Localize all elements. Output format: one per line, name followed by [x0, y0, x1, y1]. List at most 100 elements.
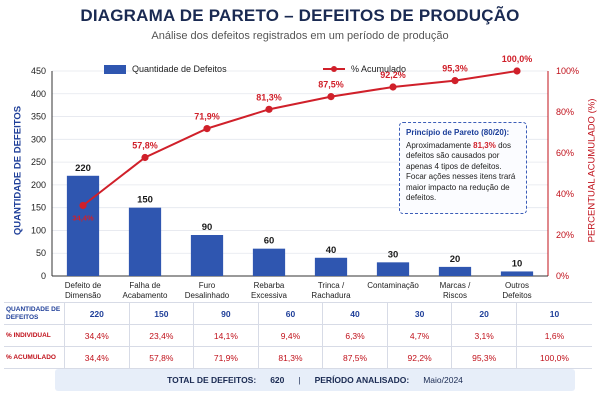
data-table: QUANTIDADE DE DEFEITOS 220 150 90 60 40 …	[4, 302, 592, 369]
cumulative-value-label: 71,9%	[194, 112, 220, 122]
y-tick-label-left: 100	[31, 225, 46, 235]
cumulative-point	[389, 83, 397, 91]
table-row-label: % INDIVIDUAL	[4, 324, 65, 347]
table-cell: 34,4%	[64, 324, 130, 347]
legend-bar-swatch	[104, 64, 126, 74]
chart-subtitle: Análise dos defeitos registrados em um p…	[151, 30, 449, 42]
footer-separator: |	[298, 375, 301, 385]
info-box-title: Princípio de Pareto (80/20):	[406, 128, 510, 137]
table-cell: 71,9%	[193, 346, 259, 369]
pareto-chart: 0 50 100 150 200 250 300 350 400 450 0% 20% 40% 60% 80…	[31, 54, 579, 300]
total-value: 620	[270, 375, 285, 385]
bar-value-label: 60	[264, 236, 275, 247]
table-cell: 40	[322, 302, 388, 325]
y-tick-label-left: 300	[31, 134, 46, 144]
bar-value-label: 90	[202, 222, 213, 233]
legend-line-swatch	[323, 64, 345, 74]
table-row-cumulative: % ACUMULADO 34,4% 57,8% 71,9% 81,3% 87,5…	[4, 346, 592, 369]
bar	[66, 175, 100, 276]
y-tick-label-right: 80%	[556, 107, 574, 117]
bar-value-label: 30	[388, 249, 399, 260]
table-cell: 6,3%	[322, 324, 388, 347]
table-cell: 87,5%	[322, 346, 388, 369]
cumulative-point	[141, 153, 149, 162]
y-tick-label-right: 40%	[556, 189, 574, 199]
cumulative-value-label: 34,4%	[72, 213, 94, 222]
period-value: Maio/2024	[423, 375, 463, 385]
cumulative-value-label: 57,8%	[132, 141, 158, 151]
x-tick-label: Defeitos	[502, 291, 531, 300]
info-box-text: Aproximadamente 81,3% dos defeitos são c…	[406, 140, 516, 203]
y-tick-label-right: 0%	[556, 271, 569, 281]
y-tick-label-left: 50	[36, 248, 46, 258]
y-axis-left-label: QUANTIDADE DE DEFEITOS	[12, 105, 24, 236]
bar-value-label: 40	[326, 245, 337, 256]
x-tick-label: Riscos	[443, 291, 467, 300]
bar	[500, 271, 534, 276]
x-tick-label: Acabamento	[123, 291, 168, 300]
x-tick-label: Excessiva	[251, 291, 288, 300]
table-cell: 90	[193, 302, 259, 325]
cumulative-line	[82, 70, 518, 207]
x-tick-label: Contaminação	[367, 281, 419, 290]
chart-title: DIAGRAMA DE PARETO – DEFEITOS DE PRODUÇÃ…	[80, 6, 520, 25]
table-cell: 30	[386, 302, 452, 325]
table-cell: 34,4%	[64, 346, 130, 369]
y-tick-label-left: 400	[31, 89, 46, 99]
table-cell: 10	[515, 302, 592, 325]
cumulative-value-label: 81,3%	[256, 92, 282, 102]
table-cell: 220	[64, 302, 130, 325]
cumulative-value-label: 95,3%	[442, 64, 468, 74]
table-cell: 20	[451, 302, 517, 325]
cumulative-point	[79, 201, 87, 210]
bar	[314, 257, 348, 276]
y-tick-label-left: 350	[31, 112, 46, 122]
table-cell: 100,0%	[515, 346, 592, 369]
bar-value-label: 10	[512, 258, 523, 269]
table-row-individual: % INDIVIDUAL 34,4% 23,4% 14,1% 9,4% 6,3%…	[4, 324, 592, 347]
table-cell: 60	[257, 302, 323, 325]
table-row-label: % ACUMULADO	[4, 346, 65, 369]
y-tick-label-left: 150	[31, 203, 46, 213]
x-tick-label: Marcas /	[440, 281, 471, 290]
cumulative-point	[513, 67, 521, 75]
y-tick-label-left: 250	[31, 157, 46, 167]
x-tick-label: Dimensão	[65, 291, 102, 300]
bar	[128, 207, 162, 276]
legend-bar-label: Quantidade de Defeitos	[132, 64, 227, 74]
cumulative-value-label: 87,5%	[318, 80, 344, 90]
x-tick-label: Outros	[505, 281, 529, 290]
bar	[252, 248, 286, 276]
table-cell: 1,6%	[515, 324, 592, 347]
x-tick-label: Desalinhado	[185, 291, 230, 300]
cumulative-point	[327, 93, 335, 101]
table-cell: 92,2%	[386, 346, 452, 369]
total-label: TOTAL DE DEFEITOS:	[167, 375, 257, 385]
cumulative-value-label: 92,2%	[380, 70, 406, 80]
table-row-quantity: QUANTIDADE DE DEFEITOS 220 150 90 60 40 …	[4, 302, 592, 325]
pareto-info-box: Princípio de Pareto (80/20): Aproximadam…	[399, 122, 527, 214]
x-tick-label: Furo	[199, 281, 216, 290]
table-cell: 81,3%	[257, 346, 323, 369]
legend-bars: Quantidade de Defeitos	[104, 64, 227, 74]
table-cell: 9,4%	[257, 324, 323, 347]
legend-line-label: % Acumulado	[351, 64, 407, 74]
bar-value-label: 150	[137, 195, 153, 206]
bar	[190, 235, 224, 276]
x-tick-label: Rebarba	[254, 281, 285, 290]
table-cell: 3,1%	[451, 324, 517, 347]
bar-value-label: 20	[450, 254, 461, 265]
x-tick-label: Falha de	[129, 281, 161, 290]
y-tick-label-left: 450	[31, 66, 46, 76]
y-tick-label-left: 200	[31, 180, 46, 190]
legend-line: % Acumulado	[323, 64, 406, 74]
info-box-highlight: 81,3%	[473, 140, 496, 150]
period-label: PERÍODO ANALISADO:	[314, 375, 410, 385]
bar	[376, 262, 410, 276]
bar	[438, 266, 472, 276]
table-cell: 150	[128, 302, 194, 325]
y-tick-label-right: 100%	[556, 66, 579, 76]
cumulative-point	[265, 105, 273, 113]
cumulative-point	[451, 77, 459, 85]
cumulative-point	[203, 125, 211, 133]
